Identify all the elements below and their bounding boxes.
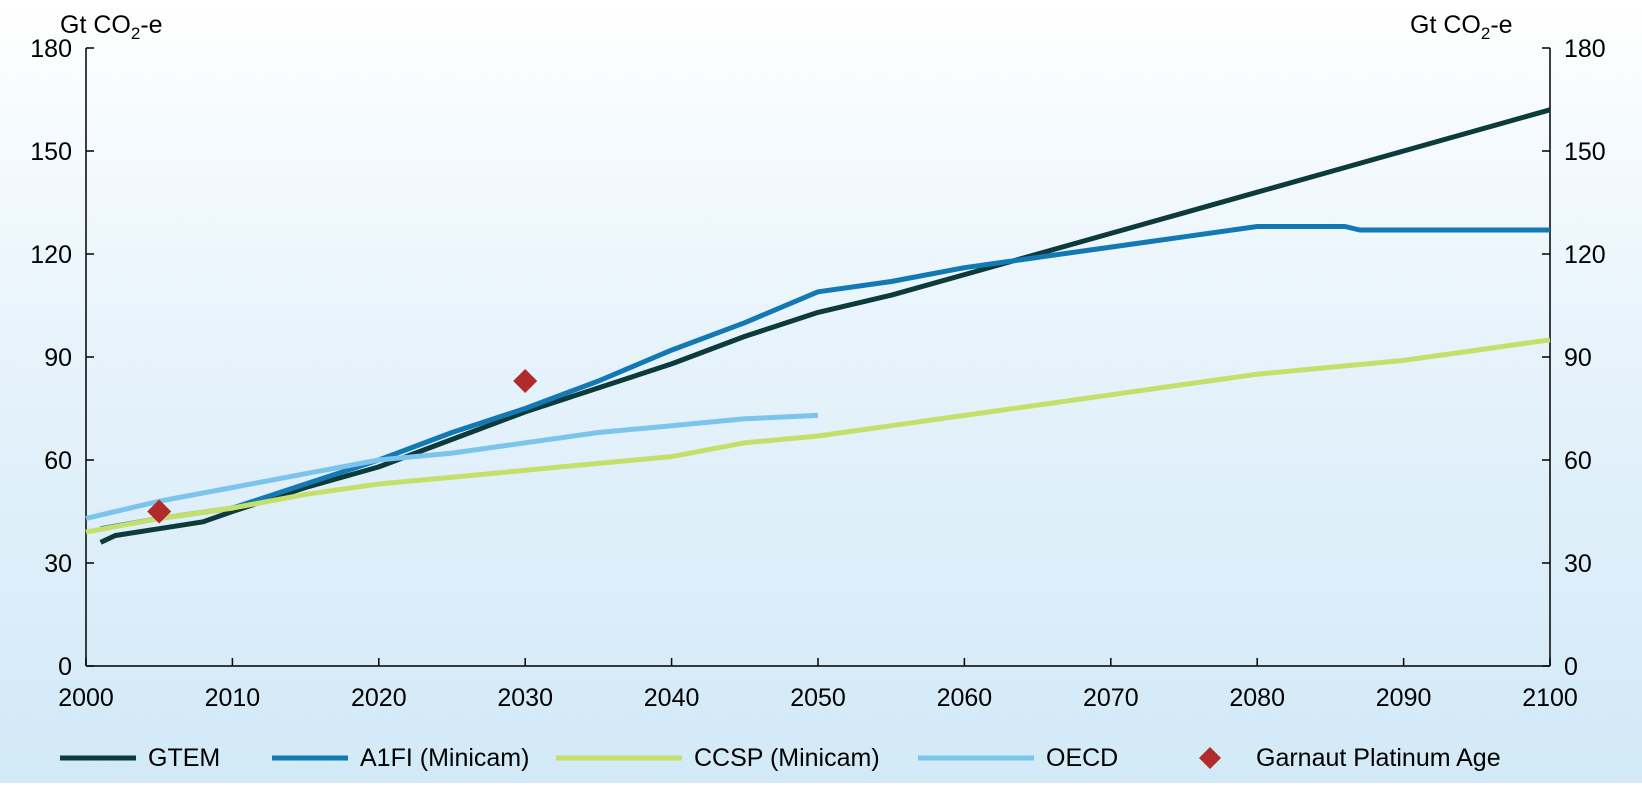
x-tick-label: 2100 <box>1522 684 1578 712</box>
marker-garnaut-platinum-age <box>147 499 172 524</box>
y-tick-label-right: 90 <box>1564 344 1592 372</box>
y-tick-label-right: 30 <box>1564 550 1592 578</box>
y-title-right-sub: 2 <box>1481 24 1490 43</box>
axes-layer: 0 0 30 30 60 60 90 90 120 120 150 150 180 180 2000 2010… <box>30 35 1605 712</box>
legend-label-1: A1FI (Minicam) <box>360 744 529 772</box>
y-title-right-main: Gt CO <box>1410 11 1481 39</box>
x-tick-label: 2040 <box>644 684 700 712</box>
y-tick-label-right: 180 <box>1564 35 1606 63</box>
x-tick-label: 2070 <box>1083 684 1139 712</box>
y-tick-label-left: 150 <box>30 138 72 166</box>
marker-garnaut-platinum-age <box>513 369 538 394</box>
y-title-right-end: -e <box>1490 11 1512 39</box>
y-tick-label-right: 0 <box>1564 653 1578 681</box>
series-line-ccsp-minicam <box>85 337 1551 535</box>
x-tick-label: 2020 <box>351 684 407 712</box>
legend-label-3: OECD <box>1046 744 1118 772</box>
series-line-oecd <box>85 412 819 521</box>
x-tick-label: 2090 <box>1376 684 1432 712</box>
y-tick-label-right: 120 <box>1564 241 1606 269</box>
legend-label-2: CCSP (Minicam) <box>694 744 880 772</box>
y-tick-label-left: 180 <box>30 35 72 63</box>
markers-layer <box>147 369 538 524</box>
y-title-left-end: -e <box>140 11 162 39</box>
y-title-left-main: Gt CO <box>60 11 131 39</box>
y-tick-label-right: 60 <box>1564 447 1592 475</box>
legend-swatch-marker <box>1199 747 1221 769</box>
series-line-gtem <box>99 107 1551 545</box>
y-tick-label-left: 120 <box>30 241 72 269</box>
y-axis-title-right: Gt CO2-e <box>1410 11 1513 43</box>
series-layer <box>85 107 1551 545</box>
y-tick-label-left: 90 <box>44 344 72 372</box>
x-tick-label: 2000 <box>58 684 114 712</box>
series-line-a1fi-minicam <box>100 224 1550 532</box>
y-title-left-sub: 2 <box>131 24 140 43</box>
x-tick-label: 2050 <box>790 684 846 712</box>
legend: GTEM A1FI (Minicam) CCSP (Minicam) OECD Garn… <box>60 744 1501 772</box>
y-axis-title-left: Gt CO2-e <box>60 11 163 43</box>
legend-label-0: GTEM <box>148 744 220 772</box>
legend-label-4: Garnaut Platinum Age <box>1256 744 1501 772</box>
y-tick-label-left: 30 <box>44 550 72 578</box>
y-tick-label-left: 0 <box>58 653 72 681</box>
x-tick-label: 2010 <box>205 684 261 712</box>
y-tick-label-right: 150 <box>1564 138 1606 166</box>
x-tick-label: 2030 <box>497 684 553 712</box>
x-tick-label: 2060 <box>937 684 993 712</box>
x-tick-label: 2080 <box>1229 684 1285 712</box>
y-tick-label-left: 60 <box>44 447 72 475</box>
